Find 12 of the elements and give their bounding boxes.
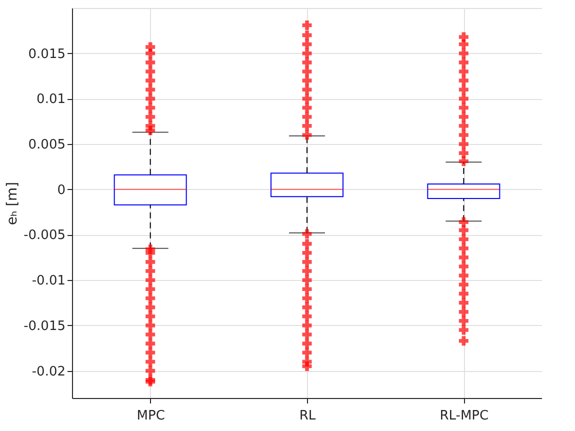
y-tick-label: -0.02 <box>32 364 66 380</box>
y-tick-label: 0.01 <box>36 92 66 108</box>
y-tick-label: -0.01 <box>32 274 66 289</box>
x-tick-label: RL-MPC <box>440 408 489 424</box>
x-tick-label: MPC <box>136 408 165 424</box>
y-tick-label: -0.015 <box>24 318 66 334</box>
y-tick-label: -0.005 <box>24 228 66 244</box>
y-tick-label: 0.015 <box>28 46 66 62</box>
y-axis-title: eₕ [m] <box>4 182 21 226</box>
y-tick-label: 0 <box>57 182 66 198</box>
x-tick-label: RL <box>299 408 316 424</box>
y-tick-label: 0.005 <box>28 138 66 153</box>
